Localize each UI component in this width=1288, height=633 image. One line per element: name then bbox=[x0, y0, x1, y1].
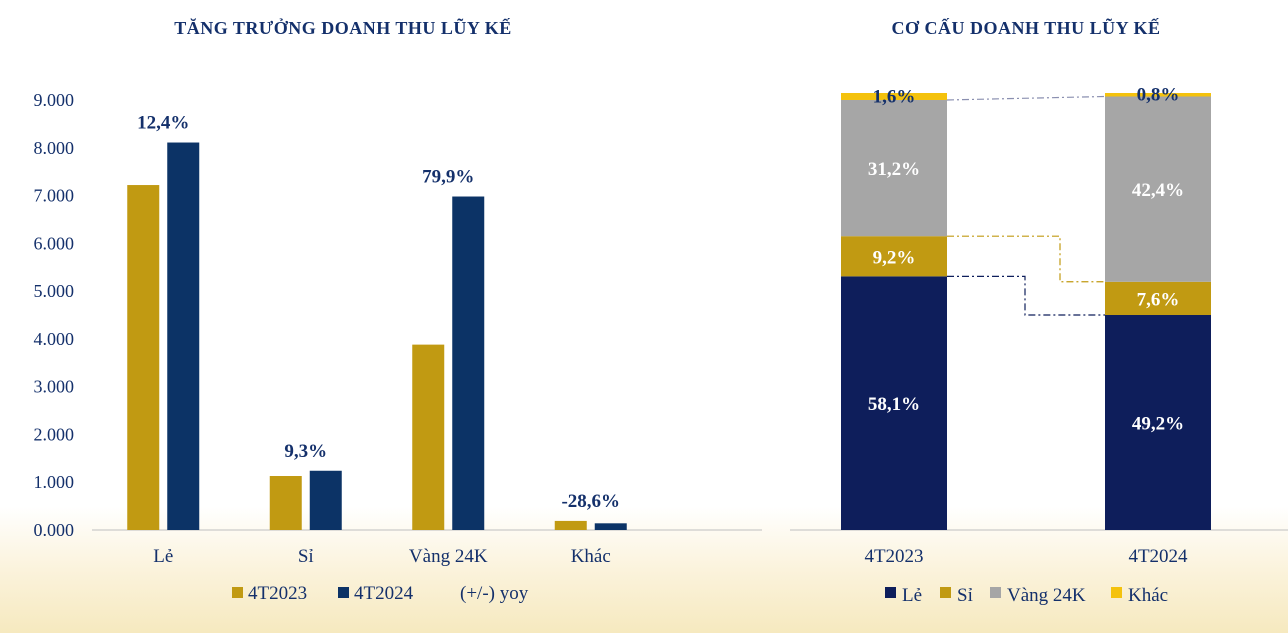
y-tick-label: 6.000 bbox=[34, 233, 75, 253]
legend-swatch-le bbox=[885, 587, 896, 598]
y-tick-label: 8.000 bbox=[34, 138, 75, 158]
yoy-label-vang-24k: 79,9% bbox=[422, 167, 474, 188]
legend-label-4t2023: 4T2023 bbox=[248, 583, 307, 604]
y-tick-label: 5.000 bbox=[34, 281, 75, 301]
segment-label-si-4t2023: 9,2% bbox=[873, 247, 916, 268]
revenue-structure-chart: CƠ CẤU DOANH THU LŨY KẾ 58,1% 9,2% 31,2% 1,… bbox=[790, 17, 1288, 606]
yoy-label-le: 12,4% bbox=[137, 113, 189, 134]
segment-label-khac-4t2024: 0,8% bbox=[1137, 85, 1180, 106]
x-tick-label-le: Lẻ bbox=[153, 546, 173, 567]
legend-label-vang-24k: Vàng 24K bbox=[1007, 585, 1086, 606]
segment-si-4t2024 bbox=[1105, 281, 1211, 315]
segment-vang-24k-4t2024 bbox=[1105, 96, 1211, 282]
segment-le-4t2023 bbox=[841, 276, 947, 530]
y-tick-label: 1.000 bbox=[34, 472, 75, 492]
legend-swatch-4t2023 bbox=[232, 587, 243, 598]
segment-label-vang-24k-4t2023: 31,2% bbox=[868, 159, 920, 180]
legend-label-4t2024: 4T2024 bbox=[354, 583, 414, 604]
yoy-label-si: 9,3% bbox=[284, 441, 327, 462]
right-chart-title: CƠ CẤU DOANH THU LŨY KẾ bbox=[891, 17, 1160, 38]
segment-label-khac-4t2023: 1,6% bbox=[873, 86, 916, 107]
legend-label-le: Lẻ bbox=[902, 585, 922, 606]
legend-swatch-khac bbox=[1111, 587, 1122, 598]
y-tick-label: 2.000 bbox=[34, 424, 75, 444]
legend-swatch-4t2024 bbox=[338, 587, 349, 598]
y-tick-label: 0.000 bbox=[34, 520, 75, 540]
bar-4t2023-vang-24k bbox=[412, 344, 445, 530]
bar-4t2024-si bbox=[309, 470, 342, 530]
legend-label-si: Sỉ bbox=[957, 585, 973, 606]
segment-vang-24k-4t2023 bbox=[841, 99, 947, 237]
y-tick-label: 7.000 bbox=[34, 186, 75, 206]
left-chart-title: TĂNG TRƯỞNG DOANH THU LŨY KẾ bbox=[174, 17, 512, 38]
bar-4t2023-le bbox=[127, 185, 160, 531]
right-legend: Lẻ Sỉ Vàng 24K Khác bbox=[885, 585, 1168, 606]
x-tick-label-4t2024: 4T2024 bbox=[1128, 546, 1188, 567]
connector-vang-24k bbox=[946, 95, 1106, 101]
segment-label-si-4t2024: 7,6% bbox=[1137, 289, 1180, 310]
x-tick-label-4t2023: 4T2023 bbox=[864, 546, 923, 567]
segment-khac-4t2024 bbox=[1105, 93, 1211, 97]
yoy-label-khac: -28,6% bbox=[561, 491, 620, 512]
segment-khac-4t2023 bbox=[841, 93, 947, 100]
left-legend: 4T2023 4T2024 (+/-) yoy bbox=[232, 583, 529, 604]
segment-le-4t2024 bbox=[1105, 314, 1211, 530]
x-tick-label-vang-24k: Vàng 24K bbox=[409, 546, 488, 567]
segment-label-vang-24k-4t2024: 42,4% bbox=[1132, 180, 1184, 201]
connector-si bbox=[947, 235, 1105, 283]
segment-label-le-4t2024: 49,2% bbox=[1132, 413, 1184, 434]
y-tick-label: 3.000 bbox=[34, 377, 75, 397]
legend-label-khac: Khác bbox=[1128, 585, 1168, 606]
bar-4t2024-le bbox=[167, 142, 200, 530]
segment-label-le-4t2023: 58,1% bbox=[868, 394, 920, 415]
y-tick-label: 4.000 bbox=[34, 329, 75, 349]
segment-si-4t2023 bbox=[841, 236, 947, 277]
legend-swatch-vang-24k bbox=[990, 587, 1001, 598]
x-tick-label-si: Sỉ bbox=[298, 546, 314, 567]
legend-swatch-si bbox=[940, 587, 951, 598]
revenue-growth-chart: TĂNG TRƯỞNG DOANH THU LŨY KẾ 0.000 1.000 2… bbox=[34, 17, 762, 604]
y-tick-label: 9.000 bbox=[34, 90, 75, 110]
bar-4t2024-khac bbox=[594, 523, 627, 530]
x-tick-label-khac: Khác bbox=[571, 546, 611, 567]
bar-4t2024-vang-24k bbox=[452, 196, 485, 530]
connector-le bbox=[947, 275, 1105, 316]
legend-label-yoy: (+/-) yoy bbox=[460, 583, 529, 604]
bar-4t2023-si bbox=[269, 476, 302, 530]
bar-4t2023-khac bbox=[554, 520, 587, 530]
